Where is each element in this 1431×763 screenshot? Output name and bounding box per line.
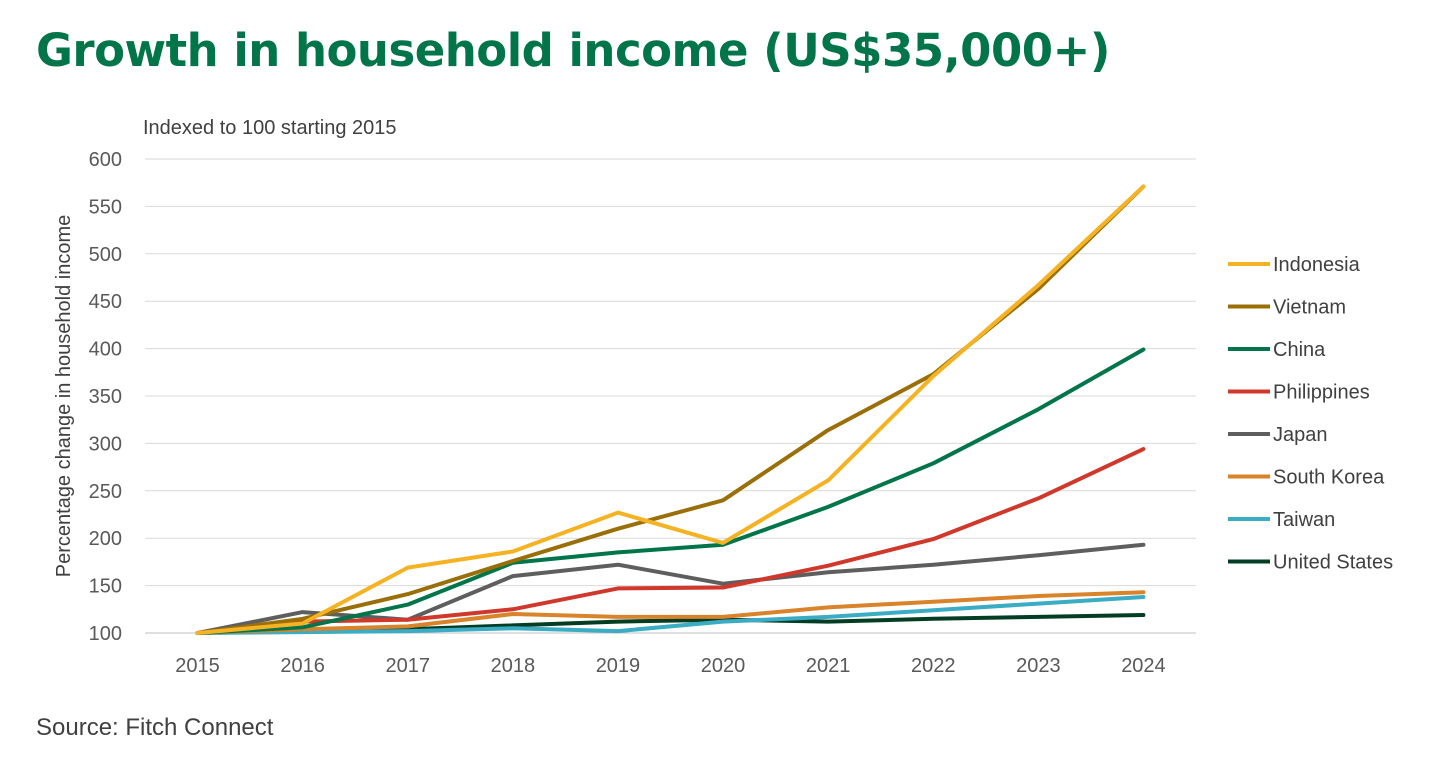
y-axis-label: Percentage change in household income [53, 215, 75, 577]
x-tick-label: 2020 [701, 655, 746, 677]
legend-label-japan: Japan [1273, 424, 1328, 446]
series-line-china [195, 347, 1146, 635]
x-tick-label: 2021 [806, 655, 851, 677]
y-tick-label: 200 [89, 528, 122, 550]
y-tick-label: 550 [89, 196, 122, 218]
x-tick-label: 2022 [911, 655, 956, 677]
y-tick-label: 600 [89, 149, 122, 171]
x-tick-label: 2023 [1016, 655, 1061, 677]
legend-label-taiwan: Taiwan [1273, 509, 1335, 531]
x-tick-label: 2017 [386, 655, 431, 677]
x-tick-label: 2024 [1121, 655, 1166, 677]
series-line-taiwan [195, 595, 1146, 635]
x-tick-label: 2015 [175, 655, 220, 677]
legend: Indonesia Vietnam China Philippines Japan Sou… [1228, 254, 1393, 574]
legend-label-vietnam: Vietnam [1273, 297, 1346, 319]
y-tick-label: 150 [89, 576, 122, 598]
legend-label-south-korea: South Korea [1273, 467, 1385, 489]
series-line-philippines [195, 447, 1146, 635]
x-tick-label: 2018 [491, 655, 536, 677]
series-lines [195, 184, 1146, 635]
y-tick-label: 300 [89, 433, 122, 455]
legend-label-philippines: Philippines [1273, 382, 1370, 404]
gridlines [145, 158, 1196, 634]
y-tick-label: 500 [89, 244, 122, 266]
y-tick-label: 100 [89, 623, 122, 645]
y-tick-label: 350 [89, 386, 122, 408]
series-line-indonesia [195, 184, 1146, 635]
y-tick-label: 450 [89, 291, 122, 313]
y-tick-label: 400 [89, 339, 122, 361]
series-line-south-korea [195, 590, 1146, 635]
x-tick-label: 2019 [596, 655, 641, 677]
legend-label-indonesia: Indonesia [1273, 254, 1361, 276]
legend-label-united-states: United States [1273, 552, 1393, 574]
source-note: Source: Fitch Connect [36, 714, 274, 741]
chart-subtitle: Indexed to 100 starting 2015 [143, 117, 397, 139]
x-tick-label: 2016 [280, 655, 325, 677]
x-axis-ticks: 2015 2016 2017 2018 2019 2020 2021 2022 2023 2024 [175, 655, 1165, 677]
y-tick-label: 250 [89, 481, 122, 503]
y-axis-ticks: 100 150 200 250 300 350 400 450 500 550 600 [89, 149, 122, 645]
chart-title: Growth in household income (US$35,000+) [36, 24, 1110, 77]
legend-label-china: China [1273, 339, 1326, 361]
